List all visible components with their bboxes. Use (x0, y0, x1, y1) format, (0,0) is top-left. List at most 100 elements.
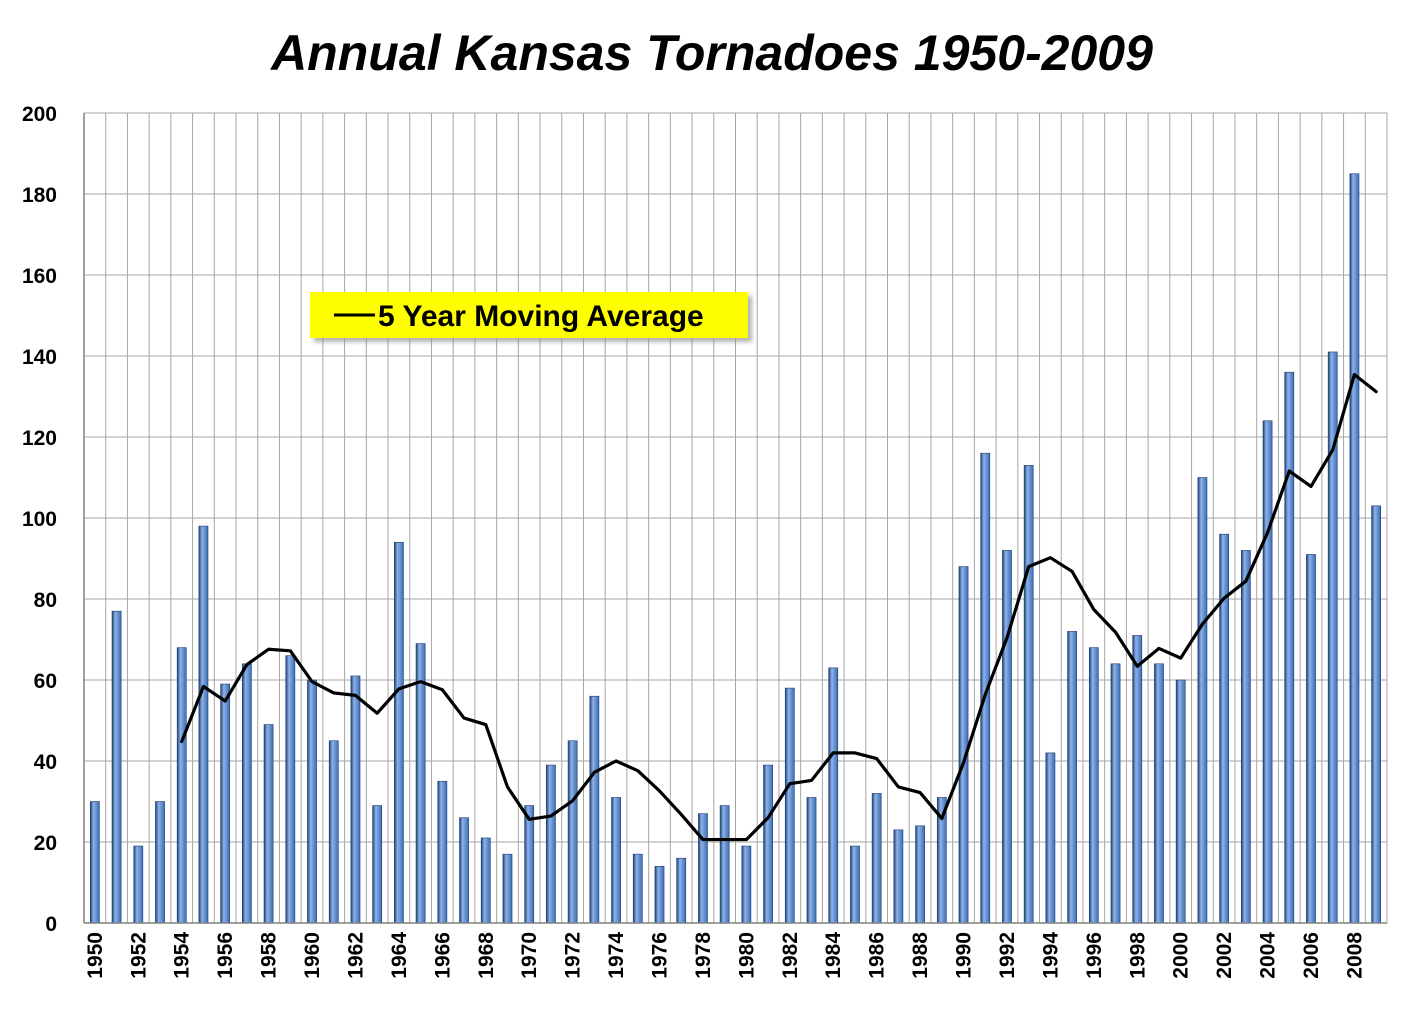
x-tick-label: 1986 (866, 932, 889, 979)
bar-2002 (1219, 533, 1229, 924)
bar-2000 (1175, 679, 1186, 924)
y-axis-tick-labels: 0 20 40 60 80 100 120 140 160 180 200 (22, 103, 57, 936)
bar-1999 (1154, 663, 1164, 924)
bar-2001 (1197, 477, 1208, 924)
bar-1961 (328, 740, 339, 924)
bars (89, 173, 1382, 924)
moving-average-line (180, 373, 1378, 842)
x-tick-label: 2000 (1170, 932, 1193, 979)
bar-2003 (1240, 550, 1251, 924)
gridlines (83, 112, 1388, 924)
bar-1974 (611, 797, 621, 924)
x-tick-label: 2002 (1213, 932, 1236, 979)
y-tick-label: 20 (34, 832, 57, 855)
y-tick-label: 200 (22, 103, 57, 126)
bar-1959 (285, 655, 296, 924)
bar-1966 (437, 780, 448, 924)
x-tick-label: 1998 (1126, 932, 1149, 979)
bar-1967 (459, 817, 469, 924)
bar-2004 (1262, 420, 1273, 924)
y-tick-label: 40 (34, 751, 57, 774)
bar-1990 (958, 566, 969, 924)
bar-1995 (1067, 631, 1077, 924)
x-axis-tick-labels: 1950 1952 1954 1956 1958 1960 1962 1964 1966 1968… (84, 932, 1367, 979)
bar-1992 (1002, 550, 1012, 924)
y-tick-label: 120 (22, 427, 57, 450)
bar-1956 (220, 683, 231, 924)
bar-1985 (850, 845, 860, 924)
chart-title: Annual Kansas Tornadoes 1950-2009 (269, 25, 1153, 81)
x-tick-label: 2004 (1257, 932, 1280, 979)
x-tick-label: 1958 (258, 932, 281, 979)
bar-1997 (1110, 663, 1121, 924)
bar-1986 (871, 793, 882, 924)
x-tick-label: 1988 (909, 932, 932, 979)
bar-1965 (415, 643, 426, 924)
x-tick-label: 2006 (1300, 932, 1323, 979)
bar-1953 (155, 801, 165, 924)
bar-2008 (1349, 173, 1360, 924)
x-tick-label: 1952 (127, 932, 150, 979)
x-tick-label: 1960 (301, 932, 324, 979)
x-tick-label: 1982 (779, 932, 802, 979)
bar-1981 (763, 764, 773, 924)
bar-2009 (1371, 505, 1382, 924)
bar-1973 (589, 695, 600, 924)
x-tick-label: 1984 (822, 932, 845, 979)
bar-1984 (828, 667, 839, 924)
bar-1970 (524, 805, 535, 924)
y-tick-label: 100 (22, 508, 57, 531)
bar-1975 (632, 853, 643, 924)
x-tick-label: 1978 (692, 932, 715, 979)
bar-1969 (502, 853, 513, 924)
y-tick-label: 0 (45, 913, 57, 936)
bar-1979 (719, 805, 730, 924)
bar-1996 (1088, 647, 1099, 924)
x-tick-label: 1962 (344, 932, 367, 979)
bar-1962 (350, 675, 361, 924)
bar-1957 (242, 663, 252, 924)
bar-1954 (176, 647, 187, 924)
bar-1980 (741, 845, 752, 924)
x-tick-label: 1990 (953, 932, 976, 979)
x-tick-label: 1992 (996, 932, 1019, 979)
bar-1960 (307, 679, 317, 924)
legend: 5 Year Moving Average (310, 292, 748, 338)
bar-1955 (198, 525, 209, 924)
bar-1971 (546, 764, 556, 924)
y-tick-label: 80 (34, 589, 57, 612)
moving-average-series (180, 373, 1378, 842)
y-tick-label: 60 (34, 670, 57, 693)
bar-1987 (893, 829, 904, 924)
bar-1951 (111, 610, 122, 924)
bar-1976 (654, 865, 665, 924)
x-tick-label: 1972 (562, 932, 585, 979)
bar-1950 (89, 801, 100, 924)
bar-1994 (1045, 752, 1056, 924)
bar-1988 (915, 825, 925, 924)
bar-2006 (1306, 554, 1316, 924)
x-tick-label: 1950 (84, 932, 107, 979)
bar-1958 (263, 724, 274, 924)
legend-label: 5 Year Moving Average (378, 300, 704, 333)
bar-1952 (133, 845, 144, 924)
y-tick-label: 180 (22, 184, 57, 207)
bar-2005 (1284, 371, 1295, 924)
bar-1977 (676, 857, 687, 924)
y-tick-label: 140 (22, 346, 57, 369)
x-tick-label: 1980 (735, 932, 758, 979)
bar-1968 (480, 837, 491, 924)
x-tick-label: 1976 (648, 932, 671, 979)
bar-1998 (1132, 635, 1143, 924)
x-tick-label: 2008 (1343, 932, 1366, 979)
bar-1963 (372, 805, 383, 924)
x-tick-label: 1974 (605, 932, 628, 979)
y-tick-label: 160 (22, 265, 57, 288)
x-tick-label: 1964 (388, 932, 411, 979)
x-tick-label: 1968 (475, 932, 498, 979)
bar-1993 (1023, 465, 1034, 924)
x-tick-label: 1996 (1083, 932, 1106, 979)
bar-1964 (394, 541, 404, 924)
x-tick-label: 1956 (214, 932, 237, 979)
